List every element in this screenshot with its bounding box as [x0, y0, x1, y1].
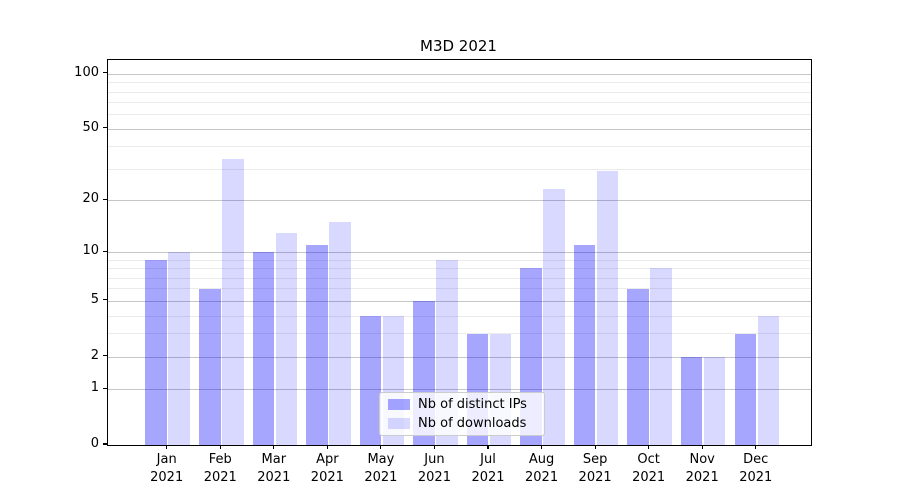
y-axis-tick-mark — [103, 355, 107, 357]
bar-distinct-ips-feb — [199, 288, 221, 445]
bar-downloads-jan — [168, 252, 190, 445]
x-axis-tick-mark — [433, 445, 436, 450]
y-axis-tick-label: 100 — [74, 64, 99, 80]
y-axis-tick-mark — [103, 72, 107, 74]
x-axis-tick-mark — [326, 445, 328, 450]
legend-item-distinct-ips: Nb of distinct IPs — [380, 397, 544, 413]
grid-line-major — [108, 73, 811, 75]
x-axis-tick-label-mar: Mar 2021 — [257, 452, 291, 485]
bar-distinct-ips-mar — [252, 252, 275, 445]
grid-line-minor — [108, 114, 811, 116]
grid-line-major — [108, 200, 811, 202]
y-axis-tick-mark — [103, 299, 107, 301]
x-axis-tick-mark — [487, 445, 489, 450]
x-axis-tick-label-jun: Jun 2021 — [417, 452, 451, 485]
y-axis-tick-label: 50 — [82, 119, 99, 135]
grid-line-major — [108, 300, 811, 302]
x-axis-tick-mark — [648, 445, 650, 450]
bar-downloads-mar — [275, 232, 298, 445]
x-axis-tick-mark — [273, 445, 275, 450]
legend-item-downloads: Nb of downloads — [380, 416, 544, 432]
x-axis-tick-mark — [701, 445, 703, 450]
grid-line-minor — [108, 333, 811, 335]
legend-label-downloads: Nb of downloads — [418, 415, 527, 431]
grid-line-major — [108, 252, 811, 254]
y-axis-tick-label: 5 — [90, 291, 99, 307]
bar-downloads-nov — [703, 356, 726, 445]
x-axis-tick-label-nov: Nov 2021 — [685, 452, 719, 485]
y-axis-tick-label: 10 — [82, 243, 99, 259]
bar-distinct-ips-sep — [573, 245, 596, 445]
bar-distinct-ips-may — [359, 315, 382, 445]
x-axis-tick-mark — [219, 445, 221, 450]
bar-downloads-sep — [596, 171, 619, 445]
grid-line-minor — [108, 277, 811, 279]
x-axis-tick-mark — [166, 445, 168, 450]
grid-line-minor — [108, 168, 811, 170]
grid-line-minor — [108, 82, 811, 84]
x-axis-tick-label-jan: Jan 2021 — [150, 452, 184, 485]
y-axis-tick-mark — [103, 198, 107, 200]
x-axis-tick-mark — [380, 445, 382, 450]
grid-line-major — [108, 389, 811, 391]
x-axis-tick-label-oct: Oct 2021 — [632, 452, 666, 485]
grid-line-major — [108, 356, 811, 358]
x-axis-tick-label-may: May 2021 — [364, 452, 398, 485]
bar-distinct-ips-apr — [306, 245, 328, 445]
x-axis-tick-mark — [755, 445, 757, 450]
grid-line-minor — [108, 315, 811, 317]
bar-distinct-ips-dec — [734, 333, 756, 445]
legend-swatch-downloads — [388, 418, 410, 429]
x-axis-tick-mark — [540, 445, 543, 450]
y-axis-tick-label: 20 — [82, 191, 99, 207]
y-axis-tick-mark — [103, 250, 107, 252]
legend: Nb of distinct IPs Nb of downloads — [379, 392, 545, 436]
grid-line-minor — [108, 102, 811, 104]
y-axis-tick-label: 0 — [90, 436, 99, 451]
plot-area — [107, 59, 812, 446]
bar-distinct-ips-jan — [145, 259, 167, 445]
grid-line-minor — [108, 268, 811, 270]
grid-line-major — [108, 128, 811, 130]
grid-line-minor — [108, 146, 811, 148]
x-axis-tick-label-aug: Aug 2021 — [525, 452, 559, 485]
x-axis-tick-label-dec: Dec 2021 — [739, 452, 773, 485]
chart-title: M3D 2021 — [420, 37, 497, 55]
bar-distinct-ips-nov — [680, 356, 703, 445]
grid-line-minor — [108, 91, 811, 93]
y-axis-tick-mark — [103, 127, 107, 129]
grid-line-minor — [108, 288, 811, 290]
bar-downloads-oct — [650, 268, 672, 445]
x-axis-tick-mark — [594, 445, 596, 450]
grid-line-minor — [108, 259, 811, 261]
y-axis-tick-label: 1 — [90, 380, 99, 396]
y-axis-tick-mark — [103, 443, 107, 445]
bar-downloads-dec — [757, 315, 779, 445]
legend-swatch-distinct-ips — [388, 399, 410, 410]
x-axis-tick-label-jul: Jul 2021 — [471, 452, 505, 485]
x-axis-tick-label-feb: Feb 2021 — [203, 452, 237, 485]
legend-label-distinct-ips: Nb of distinct IPs — [418, 396, 527, 412]
x-axis-tick-label-apr: Apr 2021 — [310, 452, 344, 485]
y-axis-tick-label: 2 — [90, 347, 99, 363]
x-axis-tick-label-sep: Sep 2021 — [578, 452, 612, 485]
bar-downloads-aug — [543, 189, 565, 445]
y-axis-tick-mark — [103, 387, 107, 389]
bar-downloads-feb — [222, 159, 244, 445]
bar-distinct-ips-oct — [627, 288, 649, 445]
bar-downloads-apr — [329, 222, 351, 445]
